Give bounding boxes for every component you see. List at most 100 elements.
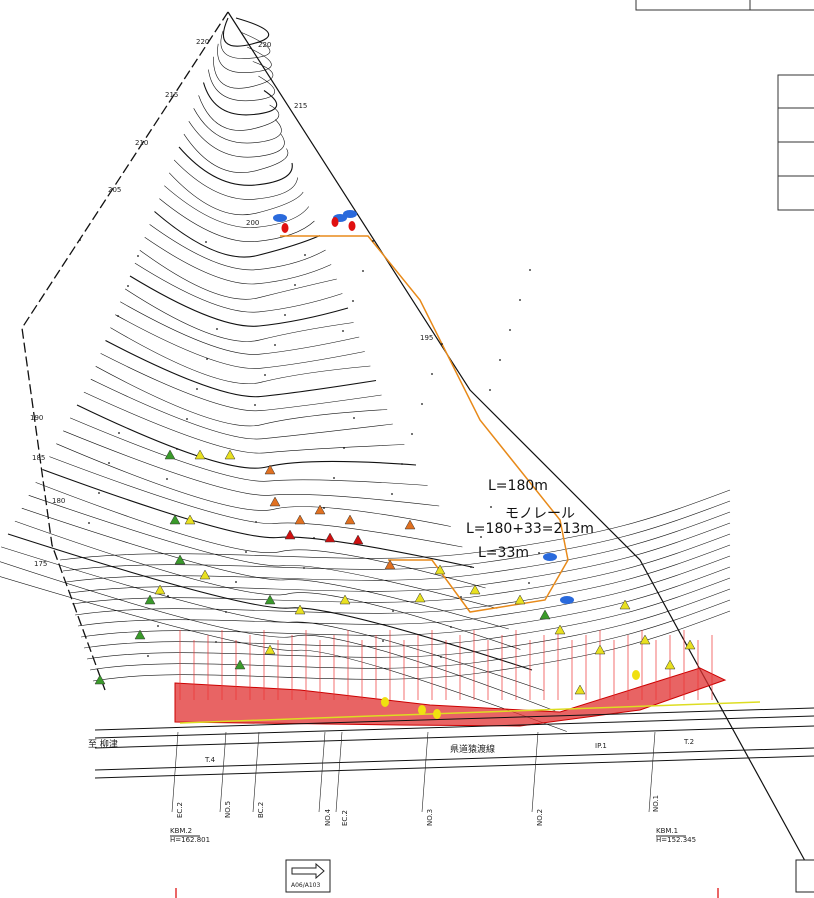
survey-marker	[169, 514, 181, 525]
station-leader	[335, 731, 343, 813]
station-label: IP.1	[595, 742, 607, 750]
contour-line	[220, 30, 271, 59]
spot-point	[304, 254, 306, 256]
road-destination: 至 柳津	[88, 738, 118, 750]
spot-point	[480, 536, 482, 538]
survey-marker	[434, 564, 446, 575]
survey-marker	[174, 554, 186, 565]
station-label: T.4	[204, 756, 216, 764]
spot-point	[127, 285, 129, 287]
survey-marker	[469, 584, 481, 595]
survey-marker	[154, 584, 166, 595]
spot-point	[294, 284, 296, 286]
yellow-point	[632, 670, 640, 680]
spot-point	[499, 359, 501, 361]
station-leader	[252, 731, 260, 813]
survey-marker	[264, 594, 276, 605]
spot-point	[176, 448, 178, 450]
road-line	[94, 707, 814, 731]
contour-line	[76, 404, 417, 469]
contour-line	[134, 262, 343, 313]
contour-label: 220	[196, 38, 209, 46]
contour-line	[56, 443, 451, 527]
spot-point	[460, 596, 462, 598]
contour-line	[139, 249, 337, 300]
reference-box	[795, 859, 814, 893]
contour-label: 175	[34, 560, 47, 568]
spot-point	[147, 655, 149, 657]
survey-marker	[224, 449, 236, 460]
contour-label: 190	[30, 414, 43, 422]
spot-point	[450, 626, 452, 628]
survey-marker	[339, 594, 351, 605]
spot-point	[215, 641, 217, 643]
spot-point	[186, 418, 188, 420]
boundary	[21, 11, 229, 691]
contour-line	[100, 353, 382, 412]
contour-line	[159, 198, 315, 243]
benchmark-height: H=152.345	[656, 836, 696, 844]
spot-point	[489, 389, 491, 391]
spot-point	[401, 463, 403, 465]
contour-label: 220	[258, 41, 271, 49]
spot-point	[342, 330, 344, 332]
survey-marker	[594, 644, 606, 655]
spot-point	[284, 314, 286, 316]
terrace-line	[59, 489, 731, 561]
reference-box	[285, 859, 331, 893]
spot-point	[216, 328, 218, 330]
contour-line	[198, 95, 280, 131]
spot-point	[254, 404, 256, 406]
spot-point	[108, 462, 110, 464]
monorail-length-main: L=180m	[488, 478, 548, 494]
survey-marker	[404, 519, 416, 530]
survey-marker	[639, 634, 651, 645]
spot-point	[118, 432, 120, 434]
yellow-point	[418, 705, 426, 715]
spot-point	[372, 240, 374, 242]
station-leader	[171, 731, 179, 813]
survey-marker	[199, 569, 211, 580]
spot-point	[88, 522, 90, 524]
contour-label: 215	[294, 102, 307, 110]
contour-line	[124, 288, 354, 342]
station-leader	[648, 731, 656, 813]
spot-point	[137, 255, 139, 257]
spot-point	[313, 537, 315, 539]
contour-line	[154, 211, 321, 258]
reference-arrow	[291, 862, 325, 880]
spot-point	[205, 241, 207, 243]
contour-line	[129, 275, 349, 327]
road-line	[94, 725, 814, 749]
blue-marker	[343, 210, 357, 218]
terrace-line	[65, 511, 731, 583]
contour-line	[223, 17, 270, 47]
survey-marker	[264, 464, 276, 475]
survey-marker	[664, 659, 676, 670]
spot-point	[333, 477, 335, 479]
contour-line	[49, 456, 463, 548]
yellow-point	[433, 709, 441, 719]
station-label: NO.2	[536, 809, 544, 826]
spot-point	[225, 611, 227, 613]
spot-point	[245, 551, 247, 553]
title-box	[635, 0, 814, 11]
monorail-name: モノレール	[505, 506, 575, 522]
contour-line	[212, 56, 274, 89]
road-line	[94, 747, 814, 771]
station-leader	[318, 731, 326, 813]
spot-point	[166, 478, 168, 480]
monorail-length-total: L=180+33=213m	[466, 521, 594, 537]
spot-point	[392, 610, 394, 612]
contour-line	[90, 378, 393, 440]
reference-label: A06/A103	[291, 882, 321, 889]
spot-point	[206, 358, 208, 360]
spot-point	[509, 329, 511, 331]
contour-line	[149, 224, 326, 271]
station-label: NO.1	[652, 795, 660, 812]
survey-marker	[234, 659, 246, 670]
contour-line	[95, 366, 388, 427]
terrace-line	[83, 577, 731, 649]
contour-line	[115, 314, 365, 369]
